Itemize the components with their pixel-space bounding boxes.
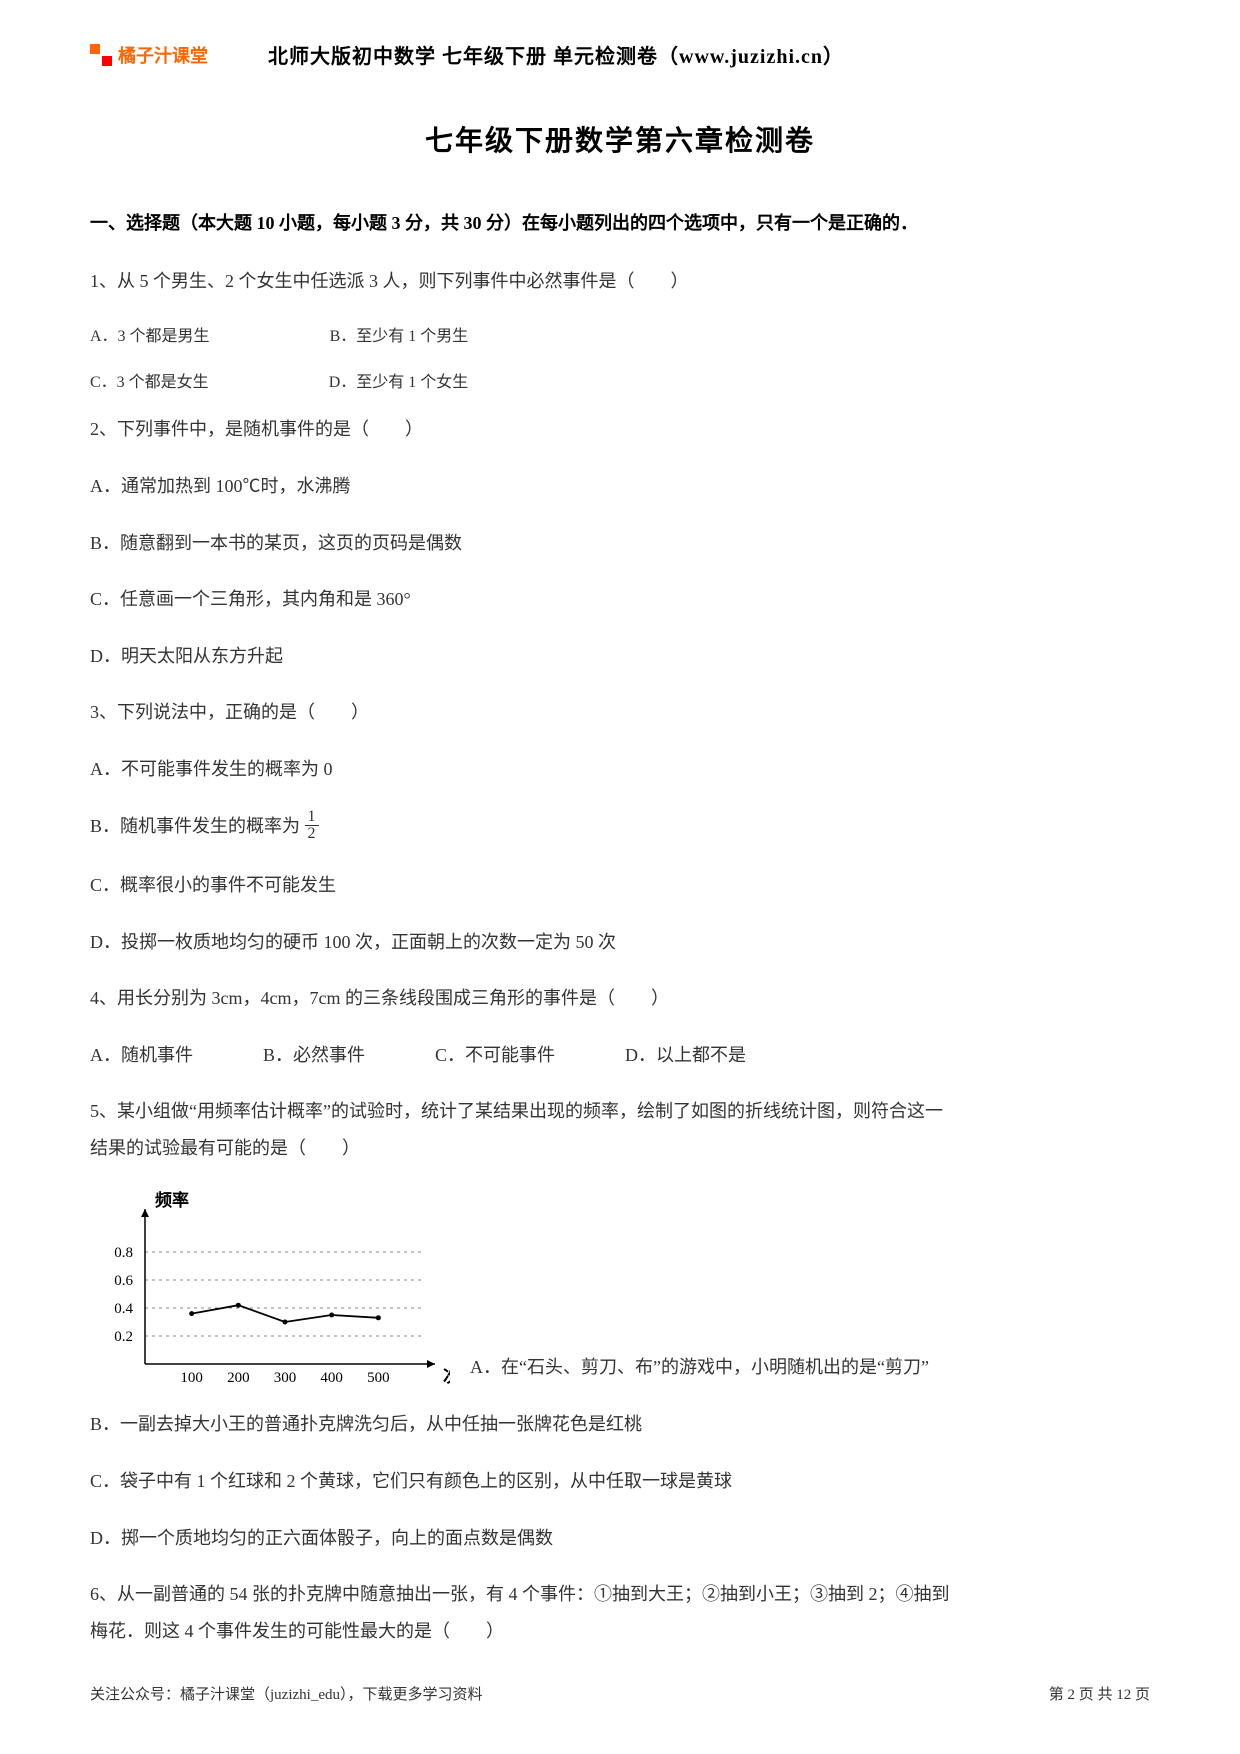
svg-text:200: 200	[227, 1370, 250, 1386]
page-footer: 关注公众号：橘子汁课堂（juzizhi_edu），下载更多学习资料 第 2 页 …	[90, 1683, 1150, 1704]
q5-opt-a: A．在“石头、剪刀、布”的游戏中，小明随机出的是“剪刀”	[470, 1353, 1150, 1389]
q1-text: 1、从 5 个男生、2 个女生中任选派 3 人，则下列事件中必然事件是（ ）	[90, 266, 1150, 297]
q4-opt-a: A．随机事件	[90, 1040, 193, 1071]
logo: 橘子汁课堂	[90, 42, 208, 68]
svg-text:500: 500	[367, 1370, 390, 1386]
q1-opt-c: C．3 个都是女生	[90, 368, 209, 392]
svg-text:0.8: 0.8	[114, 1245, 133, 1261]
logo-text: 橘子汁课堂	[118, 42, 208, 68]
q6-text2: 梅花．则这 4 个事件发生的可能性最大的是（ ）	[90, 1616, 1150, 1647]
q1-opt-a: A．3 个都是男生	[90, 322, 210, 346]
svg-text:次数: 次数	[443, 1366, 450, 1386]
logo-icon	[90, 44, 112, 66]
q6-text1: 6、从一副普通的 54 张的扑克牌中随意抽出一张，有 4 个事件：①抽到大王；②…	[90, 1579, 1150, 1610]
q1-opt-b: B．至少有 1 个男生	[330, 322, 469, 346]
chart-svg: 0.2 0.4 0.6 0.8 100 200 300 400 500 频率次数	[90, 1189, 450, 1389]
chart-row: 0.2 0.4 0.6 0.8 100 200 300 400 500 频率次数 A．在“石头、剪…	[90, 1189, 1150, 1389]
q4-options: A．随机事件 B．必然事件 C．不可能事件 D．以上都不是	[90, 1040, 1150, 1071]
footer-right: 第 2 页 共 12 页	[1049, 1683, 1150, 1704]
q4-text: 4、用长分别为 3cm，4cm，7cm 的三条线段围成三角形的事件是（ ）	[90, 983, 1150, 1014]
svg-text:0.6: 0.6	[114, 1273, 133, 1289]
frac-den: 2	[305, 826, 319, 842]
q1-row1: A．3 个都是男生 B．至少有 1 个男生	[90, 322, 1150, 346]
q2-opt-d: D．明天太阳从东方升起	[90, 641, 1150, 672]
svg-text:300: 300	[274, 1370, 297, 1386]
footer-left: 关注公众号：橘子汁课堂（juzizhi_edu），下载更多学习资料	[90, 1683, 482, 1704]
header-title: 北师大版初中数学 七年级下册 单元检测卷（www.juzizhi.cn）	[268, 40, 844, 69]
q5-opt-d: D．掷一个质地均匀的正六面体骰子，向上的面点数是偶数	[90, 1523, 1150, 1554]
svg-text:0.2: 0.2	[114, 1329, 133, 1345]
main-title: 七年级下册数学第六章检测卷	[90, 119, 1150, 159]
q4-opt-b: B．必然事件	[263, 1040, 365, 1071]
q3-b-pre: B．随机事件发生的概率为	[90, 816, 300, 836]
fraction: 1 2	[305, 809, 319, 842]
q4-opt-d: D．以上都不是	[625, 1040, 746, 1071]
frac-num: 1	[305, 809, 319, 826]
svg-text:频率: 频率	[155, 1190, 189, 1210]
q2-opt-b: B．随意翻到一本书的某页，这页的页码是偶数	[90, 528, 1150, 559]
q4-opt-c: C．不可能事件	[435, 1040, 555, 1071]
q3-opt-a: A．不可能事件发生的概率为 0	[90, 754, 1150, 785]
q5-opt-c: C．袋子中有 1 个红球和 2 个黄球，它们只有颜色上的区别，从中任取一球是黄球	[90, 1466, 1150, 1497]
svg-text:0.4: 0.4	[114, 1301, 133, 1317]
q5-opt-b: B．一副去掉大小王的普通扑克牌洗匀后，从中任抽一张牌花色是红桃	[90, 1409, 1150, 1440]
q3-text: 3、下列说法中，正确的是（ ）	[90, 697, 1150, 728]
q3-opt-b: B．随机事件发生的概率为 1 2	[90, 811, 1150, 844]
svg-text:100: 100	[180, 1370, 203, 1386]
section-title: 一、选择题（本大题 10 小题，每小题 3 分，共 30 分）在每小题列出的四个…	[90, 209, 1150, 238]
svg-text:400: 400	[320, 1370, 343, 1386]
q3-opt-c: C．概率很小的事件不可能发生	[90, 870, 1150, 901]
frequency-chart: 0.2 0.4 0.6 0.8 100 200 300 400 500 频率次数	[90, 1189, 450, 1389]
q2-text: 2、下列事件中，是随机事件的是（ ）	[90, 414, 1150, 445]
page-header: 橘子汁课堂 北师大版初中数学 七年级下册 单元检测卷（www.juzizhi.c…	[90, 40, 1150, 69]
q1-row2: C．3 个都是女生 D．至少有 1 个女生	[90, 368, 1150, 392]
q5-text1: 5、某小组做“用频率估计概率”的试验时，统计了某结果出现的频率，绘制了如图的折线…	[90, 1096, 1150, 1127]
q1-opt-d: D．至少有 1 个女生	[329, 368, 469, 392]
q2-opt-c: C．任意画一个三角形，其内角和是 360°	[90, 584, 1150, 615]
q3-opt-d: D．投掷一枚质地均匀的硬币 100 次，正面朝上的次数一定为 50 次	[90, 927, 1150, 958]
q2-opt-a: A．通常加热到 100℃时，水沸腾	[90, 471, 1150, 502]
q5-text2: 结果的试验最有可能的是（ ）	[90, 1133, 1150, 1164]
